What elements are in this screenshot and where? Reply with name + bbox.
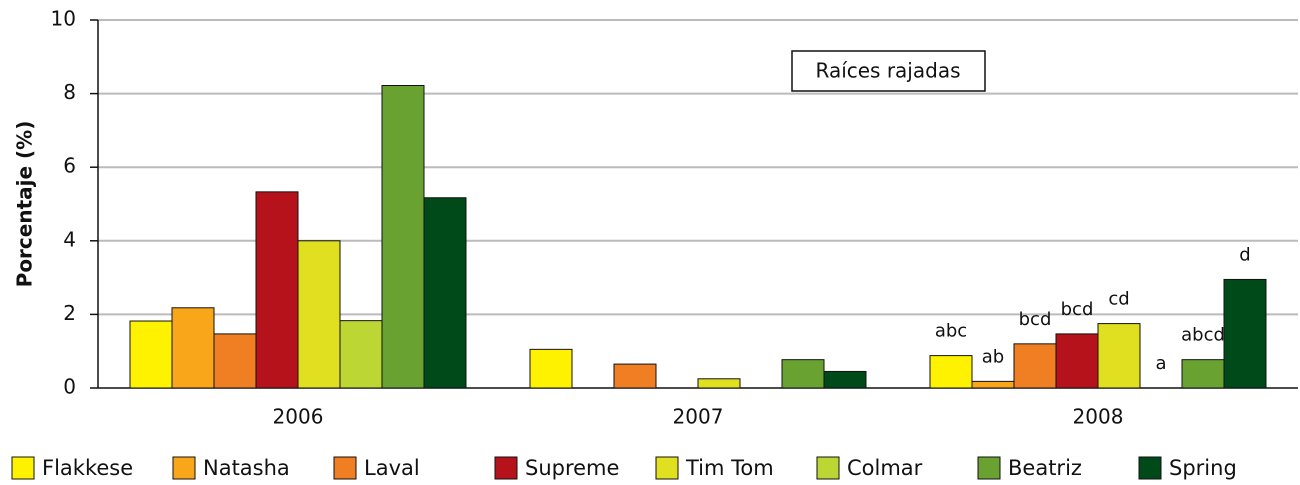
- bar: [171, 307, 215, 389]
- bar: [1181, 359, 1225, 389]
- bar: [929, 355, 973, 389]
- legend-swatch: [494, 456, 518, 480]
- legend-label: Colmar: [847, 456, 923, 480]
- title-box: [791, 50, 986, 92]
- y-tick-label: 4: [63, 227, 76, 251]
- bar: [129, 320, 173, 389]
- bar: [213, 333, 257, 389]
- bar-annotation: d: [1239, 244, 1250, 265]
- y-axis-label: Porcentaje (%): [13, 121, 37, 288]
- bar: [423, 197, 467, 389]
- bar-annotation: cd: [1108, 289, 1129, 310]
- bar-annotation: abcd: [1181, 325, 1225, 346]
- y-tick-label: 10: [51, 7, 76, 31]
- bar: [297, 240, 341, 389]
- legend-label: Spring: [1169, 456, 1237, 480]
- legend-swatch: [1138, 456, 1162, 480]
- bar: [823, 370, 867, 389]
- bar: [339, 320, 383, 389]
- bar: [781, 359, 825, 389]
- x-tick-label: 2008: [1073, 405, 1124, 429]
- legend-label: Laval: [364, 456, 420, 480]
- legend-label: Beatriz: [1008, 456, 1082, 480]
- bar: [529, 348, 573, 389]
- bar: [697, 378, 741, 389]
- y-tick-label: 6: [63, 154, 76, 178]
- y-tick-label: 0: [63, 375, 76, 399]
- bar: [1013, 343, 1057, 389]
- bar-annotation: bcd: [1061, 299, 1094, 320]
- legend-label: Natasha: [203, 456, 290, 480]
- legend-swatch: [816, 456, 840, 480]
- legend-swatch: [333, 456, 357, 480]
- y-tick-label: 2: [63, 301, 76, 325]
- bar: [613, 363, 657, 389]
- bar-annotation: ab: [982, 346, 1004, 367]
- bar: [1097, 323, 1141, 389]
- bar: [255, 191, 299, 389]
- bar-annotation: bcd: [1019, 309, 1052, 330]
- legend-label: Supreme: [525, 456, 619, 480]
- bar-annotation: a: [1155, 353, 1166, 374]
- bar-annotation: abc: [935, 321, 967, 342]
- legend-swatch: [977, 456, 1001, 480]
- x-tick-label: 2007: [673, 405, 724, 429]
- legend-label: Flakkese: [42, 456, 133, 480]
- legend-swatch: [11, 456, 35, 480]
- chart-title: Raíces rajadas: [815, 59, 960, 83]
- x-tick-label: 2006: [273, 405, 324, 429]
- bar: [971, 380, 1015, 389]
- bar: [381, 85, 425, 389]
- y-tick-label: 8: [63, 80, 76, 104]
- bar: [1055, 333, 1099, 389]
- legend-label: Tim Tom: [685, 456, 774, 480]
- legend-swatch: [655, 456, 679, 480]
- bar: [1223, 278, 1267, 389]
- legend-swatch: [172, 456, 196, 480]
